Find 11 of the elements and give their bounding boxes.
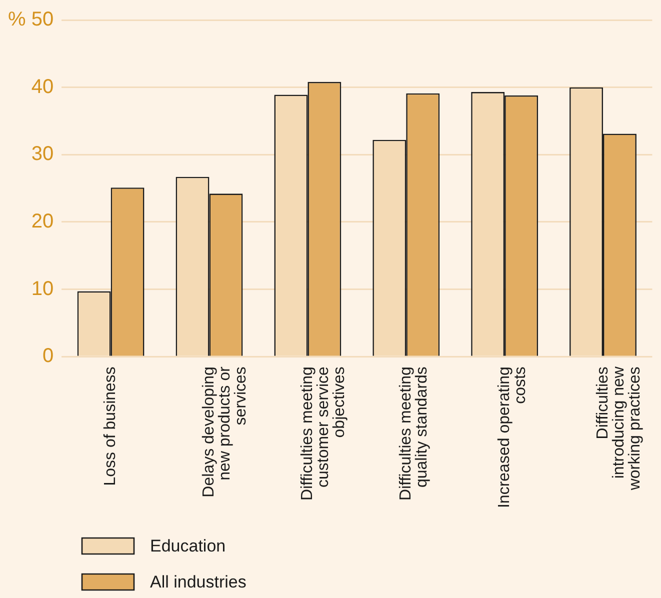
legend-label: Education: [150, 536, 226, 556]
y-tick-label: 40: [31, 76, 54, 98]
x-tick-label: Loss of business: [102, 366, 120, 486]
y-tick-label: 10: [31, 278, 54, 300]
y-tick-label: 20: [31, 210, 54, 232]
legend-label: All industries: [150, 572, 246, 592]
y-tick-label: 30: [31, 143, 54, 166]
y-tick-label: 0: [42, 345, 54, 368]
x-tick-label: Delays developing new products or services: [200, 366, 250, 498]
x-tick-label: Increased operating costs: [496, 366, 529, 508]
y-tick-label: % 50: [8, 8, 54, 31]
